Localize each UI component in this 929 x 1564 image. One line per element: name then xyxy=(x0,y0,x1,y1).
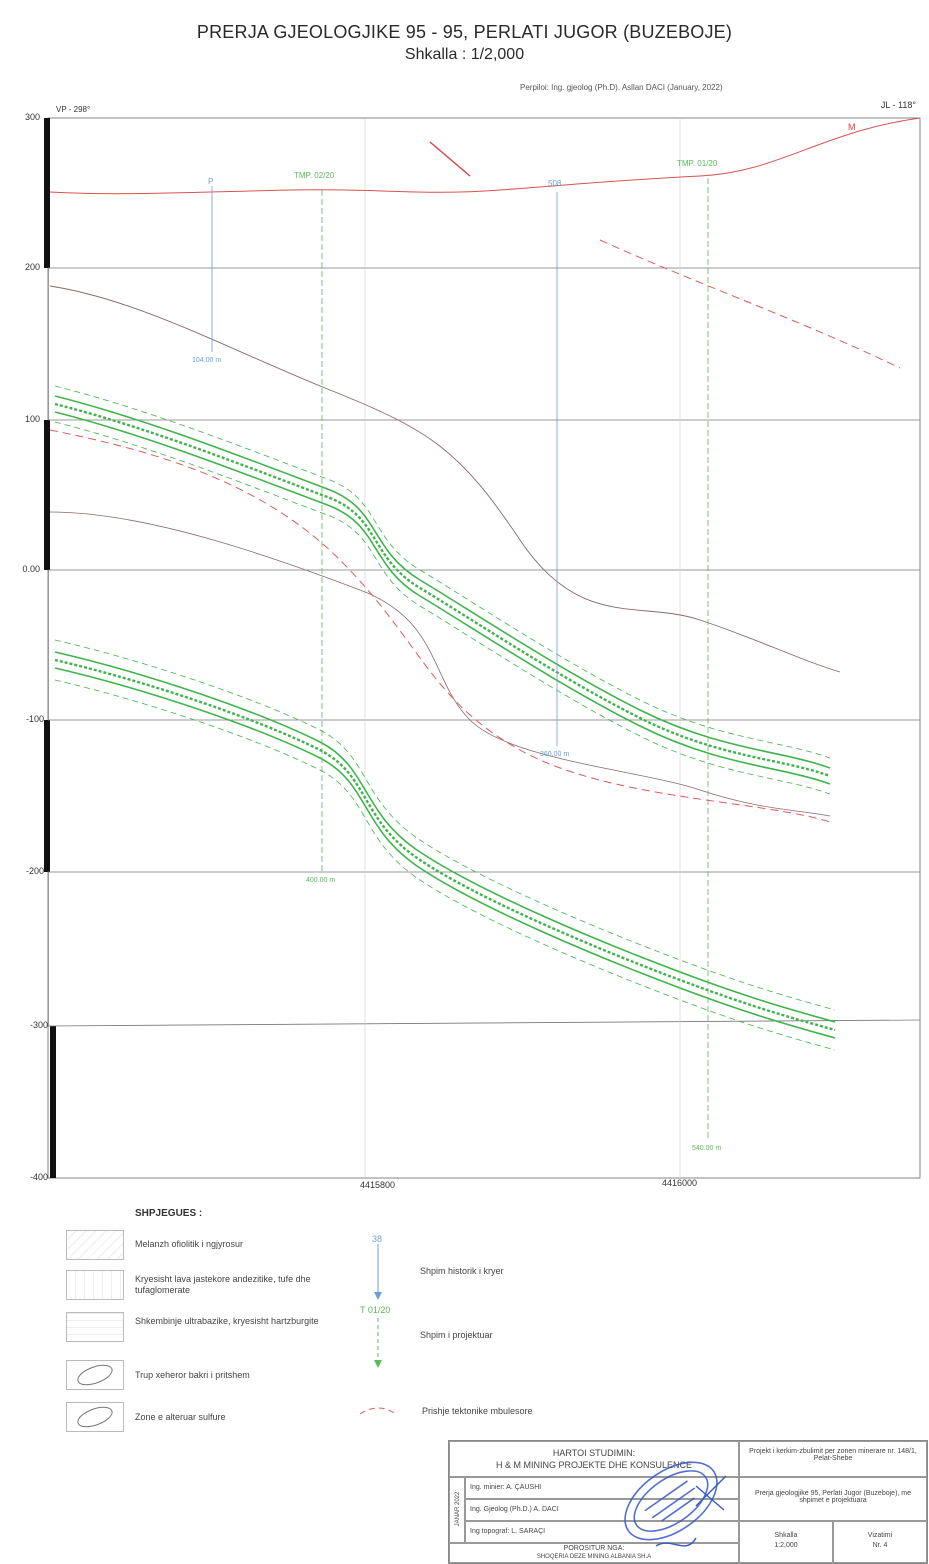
x-label-4416000: 4416000 xyxy=(662,1178,697,1188)
tb-sheet-label: Vizatimi xyxy=(867,1532,893,1539)
elev-label-300: 300 xyxy=(25,112,40,122)
tb-sheet-value: Nr. 4 xyxy=(872,1542,888,1549)
legend-drill-symbols xyxy=(360,1244,397,1415)
legend-title: SHPJEGUES : xyxy=(135,1208,203,1219)
legend-proj-drill-label: Shpim i projektuar xyxy=(420,1330,493,1340)
tb-sheet-cell: Vizatimi Nr. 4 xyxy=(833,1521,927,1563)
legend-hist-drill-label: Shpim historik i kryer xyxy=(420,1266,504,1276)
legend-fault-label: Prishje tektonike mbulesore xyxy=(422,1406,533,1416)
depth-label-360: 360.00 m xyxy=(540,751,569,758)
tb-drawing: Prerja gjeologjike 95, Perlati Jugor (Bu… xyxy=(754,1490,912,1504)
tb-scale-label: Shkalla xyxy=(774,1532,798,1539)
topography-line xyxy=(49,118,920,195)
tb-client-cell: POROSITUR NGA: SHOQERIA DEZE MINING ALBA… xyxy=(449,1543,739,1563)
depth-label-104: 104.00 m xyxy=(192,357,221,364)
elev-label-minus200: -200 xyxy=(26,866,44,876)
upper-contact-line xyxy=(49,285,841,673)
tb-date-cell: JANAR 2022 xyxy=(449,1477,465,1543)
thrust-fault-lower xyxy=(49,429,831,823)
legend-swatch-melange xyxy=(66,1230,124,1260)
legend-item-ore-body: Trup xeheror bakri i pritshem xyxy=(60,1360,360,1394)
elev-label-minus400: -400 xyxy=(30,1172,48,1182)
depth-label-400: 400.00 m xyxy=(306,877,335,884)
elevation-gridlines xyxy=(47,267,921,1027)
tb-scale-cell: Shkalla 1:2,000 xyxy=(739,1521,833,1563)
ore-body-upper xyxy=(54,385,831,795)
elev-label-minus300: -300 xyxy=(30,1020,48,1030)
tb-heading2: H & M MINING PROJEKTE DHE KONSULENCE xyxy=(495,1460,693,1470)
legend-text-melange: Melanzh ofiolitik i ngjyrosur xyxy=(135,1239,244,1249)
ore-body-lower xyxy=(54,639,836,1051)
legend-item-ultrabasic: Shkembinje ultrabazike, kryesisht hartzb… xyxy=(60,1312,360,1346)
legend-proj-drill-num: T 01/20 xyxy=(360,1305,391,1315)
thrust-fault-short xyxy=(429,141,471,177)
tb-approved2: SHOQERIA DEZE MINING ALBANIA SH.A xyxy=(536,1554,652,1560)
tb-person3-cell: Ing topograf: L. SARAÇI xyxy=(465,1521,739,1543)
drawing-scale: Shkalla : 1/2,000 xyxy=(404,46,525,63)
direction-right: JL - 118° xyxy=(881,100,917,110)
drill-labels: P 508 TMP. 02/20 TMP. 01/20 104.00 m 360… xyxy=(192,159,721,1152)
x-label-4415800: 4415800 xyxy=(360,1180,395,1190)
tb-company-cell: HARTOI STUDIMIN: H & M MINING PROJEKTE D… xyxy=(449,1441,739,1477)
tb-approved1: POROSITUR NGA: xyxy=(563,1545,625,1552)
tb-person1-cell: Ing. minier: A. ÇAUSHI xyxy=(465,1477,739,1499)
legend-item-lava: Kryesisht lava jastekore andezitike, tuf… xyxy=(60,1270,360,1304)
direction-left: VP - 298° xyxy=(56,105,90,114)
legend-swatch-ore-body xyxy=(66,1360,124,1390)
legend-text-lava: Kryesisht lava jastekore andezitike, tuf… xyxy=(135,1274,311,1295)
depth-label-540: 540.00 m xyxy=(692,1145,721,1152)
elev-label-minus100: -100 xyxy=(26,714,44,724)
legend-swatch-lava xyxy=(66,1270,124,1300)
tb-person2: Ing. Gjeolog (Ph.D.) A. DACI xyxy=(470,1506,559,1513)
elev-label-100: 100 xyxy=(25,414,40,424)
section-frame xyxy=(47,117,921,1179)
tb-drawing-cell: Prerja gjeologjike 95, Perlati Jugor (Bu… xyxy=(739,1477,927,1521)
tb-person2-cell: Ing. Gjeolog (Ph.D.) A. DACI xyxy=(465,1499,739,1521)
tb-person1: Ing. minier: A. ÇAUSHI xyxy=(470,1484,542,1491)
thrust-fault-upper xyxy=(599,239,901,369)
drill-label-p: P xyxy=(208,177,213,186)
tb-person3: Ing topograf: L. SARAÇI xyxy=(470,1528,546,1535)
lower-contact-line xyxy=(49,511,831,817)
tb-project: Projekt i kerkim-zbulimit per zonen mine… xyxy=(749,1448,917,1462)
legend-hist-drill-num: 38 xyxy=(372,1234,383,1244)
tb-date-vertical: JANAR 2022 xyxy=(455,1491,461,1527)
elev-label-200: 200 xyxy=(25,262,40,272)
elevation-labels: 300 200 100 0.00 -100 -200 -300 -400 xyxy=(22,112,48,1182)
legend-item-melange: Melanzh ofiolitik i ngjyrosur xyxy=(60,1230,360,1264)
tb-project-cell: Projekt i kerkim-zbulimit per zonen mine… xyxy=(739,1441,927,1477)
company-stamp-icon xyxy=(624,1461,727,1547)
legend-swatch-ultrabasic xyxy=(66,1312,124,1342)
fault-label-m: M xyxy=(848,122,856,132)
cross-section: 300 200 100 0.00 -100 -200 -300 -400 VP … xyxy=(22,100,921,1190)
author-note: Perpiloi: Ing. gjeolog (Ph.D). Asllan DA… xyxy=(520,83,723,92)
legend-text-ore-body: Trup xeheror bakri i pritshem xyxy=(135,1370,250,1380)
tb-heading1: HARTOI STUDIMIN: xyxy=(552,1448,636,1458)
northing-gridlines xyxy=(364,118,681,1178)
legend-text-ultrabasic: Shkembinje ultrabazike, kryesisht hartzb… xyxy=(135,1316,319,1326)
legend-item-altered-zone: Zone e alteruar sulfure xyxy=(60,1402,360,1436)
tb-scale-value: 1:2,000 xyxy=(774,1542,798,1549)
legend: SHPJEGUES : Melanzh ofiolitik i ngjyrosu… xyxy=(60,1200,620,1440)
elev-label-0: 0.00 xyxy=(22,564,40,574)
drawing-title: PRERJA GJEOLOGJIKE 95 - 95, PERLATI JUGO… xyxy=(196,22,733,42)
drill-label-508: 508 xyxy=(548,179,562,188)
elevation-bar xyxy=(44,118,56,1178)
legend-text-altered-zone: Zone e alteruar sulfure xyxy=(135,1412,226,1422)
drill-label-tmp02: TMP. 02/20 xyxy=(294,171,335,180)
legend-swatch-altered-zone xyxy=(66,1402,124,1432)
drill-label-tmp01: TMP. 01/20 xyxy=(677,159,718,168)
